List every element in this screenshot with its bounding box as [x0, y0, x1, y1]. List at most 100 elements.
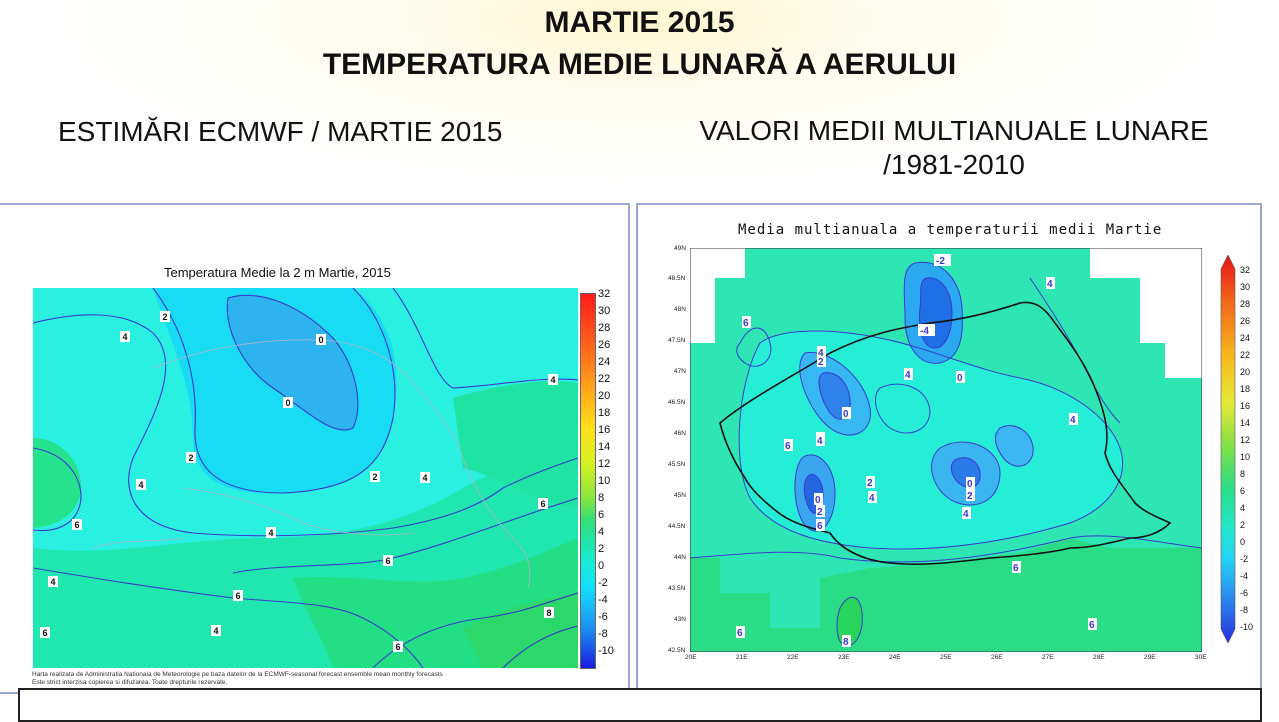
contour-label: 4 [1046, 277, 1055, 290]
lon-label: 27E [1042, 654, 1054, 661]
colorbar-label: -2 [1240, 554, 1249, 564]
contour-label-text: 4 [869, 493, 875, 504]
contour-label-text: 0 [843, 409, 849, 420]
contour-label: 2 [186, 452, 196, 463]
colorbar-label: 10 [1240, 452, 1251, 462]
contour-label: 4 [817, 346, 826, 359]
contour-label-text: 6 [43, 628, 48, 638]
lat-label: 44.5N [668, 523, 686, 530]
colorbar-label: 30 [1240, 282, 1251, 292]
contour-label: 0 [842, 407, 851, 420]
lon-label: 23E [838, 654, 850, 661]
contour-label-text: -2 [936, 256, 945, 267]
lat-label: 46.5N [668, 399, 686, 406]
right-temperature-map: -2 -4 4 6 2 4 4 0 0 4 6 4 0 2 4 2 4 6 0 … [690, 248, 1202, 652]
colorbar-label: 32 [598, 288, 611, 300]
right-map-panel: Media multianuala a temperaturii medii M… [636, 203, 1262, 692]
colorbar-label: 22 [1240, 350, 1251, 360]
contour-label: 6 [784, 439, 793, 452]
colorbar-label: 0 [1240, 537, 1246, 547]
colorbar-label: 28 [1240, 299, 1251, 309]
isotherm-2-apuseni [799, 351, 871, 436]
colorbar-label: -8 [598, 628, 608, 640]
colorbar-label: 32 [1240, 265, 1251, 275]
contour-label-text: 0 [967, 479, 973, 490]
colorbar-label: 6 [1240, 486, 1246, 496]
contour-label-text: 4 [905, 370, 911, 381]
contour-label: 4 [904, 368, 913, 381]
contour-label: 6 [742, 316, 751, 329]
contour-label: 0 [316, 334, 326, 345]
header-background [0, 0, 1279, 200]
contour-label-text: 6 [1013, 563, 1019, 574]
colorbar-label: 18 [1240, 384, 1251, 394]
contour-label-text: 2 [817, 507, 823, 518]
left-country-borders [92, 339, 531, 589]
isotherm-6 [690, 535, 1202, 563]
contour-label: -4 [918, 324, 935, 337]
contour-label-text: 4 [1070, 415, 1076, 426]
contour-label: -2 [934, 254, 951, 267]
lon-label: 29E [1144, 654, 1156, 661]
contour-label: 6 [393, 641, 403, 652]
contour-label-text: 4 [1047, 279, 1053, 290]
contour-label-text: 2 [967, 491, 973, 502]
contour-label: 8 [544, 607, 554, 618]
contour-label-text: 4 [269, 528, 274, 538]
left-subtitle: ESTIMĂRI ECMWF / MARTIE 2015 [58, 116, 503, 147]
contour-label: 0 [283, 397, 293, 408]
colorbar-label: 16 [598, 424, 611, 436]
contour-label-text: 0 [319, 335, 324, 345]
contour-label-text: 6 [396, 642, 401, 652]
colorbar-label: 8 [598, 492, 605, 504]
border-line-1 [152, 339, 531, 589]
map-zone-cold [153, 288, 397, 494]
isotherm-0-north [903, 261, 963, 364]
map-zone-vrancea [995, 425, 1034, 467]
map-zone-south-warm [690, 538, 1202, 652]
lat-label: 48.5N [668, 275, 686, 282]
contour-label-text: 6 [743, 318, 749, 329]
contour-label-text: 6 [1089, 620, 1095, 631]
contour-label: 8 [842, 635, 851, 648]
colorbar-label: 18 [598, 407, 611, 419]
contour-label: 2 [816, 505, 825, 518]
contour-label: 6 [40, 627, 50, 638]
contour-label: 0 [966, 477, 975, 490]
right-subtitle-line-1: VALORI MEDII MULTIANUALE LUNARE [699, 115, 1209, 146]
right-colorbar [1220, 255, 1236, 643]
lon-label: 22E [787, 654, 799, 661]
isotherm-8 [502, 625, 578, 668]
lat-label: 43N [674, 616, 686, 623]
colorbar-label: -4 [598, 594, 608, 606]
contour-label: 6 [816, 519, 825, 532]
left-map-footer-line-2: Este strict interzisa copierea si difuza… [32, 679, 228, 686]
lon-label: 28E [1093, 654, 1105, 661]
lon-label: 21E [736, 654, 748, 661]
lat-label: 48N [674, 306, 686, 313]
contour-label: 2 [370, 471, 380, 482]
contour-label-text: 4 [214, 626, 219, 636]
lat-label: 47.5N [668, 337, 686, 344]
contour-label: 2 [160, 311, 170, 322]
contour-label-text: 4 [818, 348, 824, 359]
contour-label: 4 [1069, 413, 1078, 426]
colorbar-label: -10 [1240, 622, 1254, 632]
colorbar-label: 14 [598, 441, 611, 453]
contour-label-text: 6 [737, 628, 743, 639]
colorbar-label: 20 [1240, 367, 1251, 377]
left-colorbar [580, 293, 596, 669]
contour-label: 2 [817, 355, 826, 368]
isotherm-4 [738, 330, 1124, 550]
contour-label: 6 [538, 498, 548, 509]
isotherm-4-center [875, 383, 931, 434]
contour-label-text: 4 [817, 436, 823, 447]
contour-label-text: 8 [843, 637, 849, 648]
colorbar-label: -2 [598, 577, 608, 589]
isotherm-6-west [33, 447, 82, 532]
isotherm-neg2-north [919, 277, 953, 349]
map-zone-east-warm [453, 381, 578, 508]
contour-label: 4 [48, 576, 58, 587]
right-subtitle: VALORI MEDII MULTIANUALE LUNARE /1981-20… [684, 114, 1224, 182]
contour-label-text: 4 [551, 375, 556, 385]
